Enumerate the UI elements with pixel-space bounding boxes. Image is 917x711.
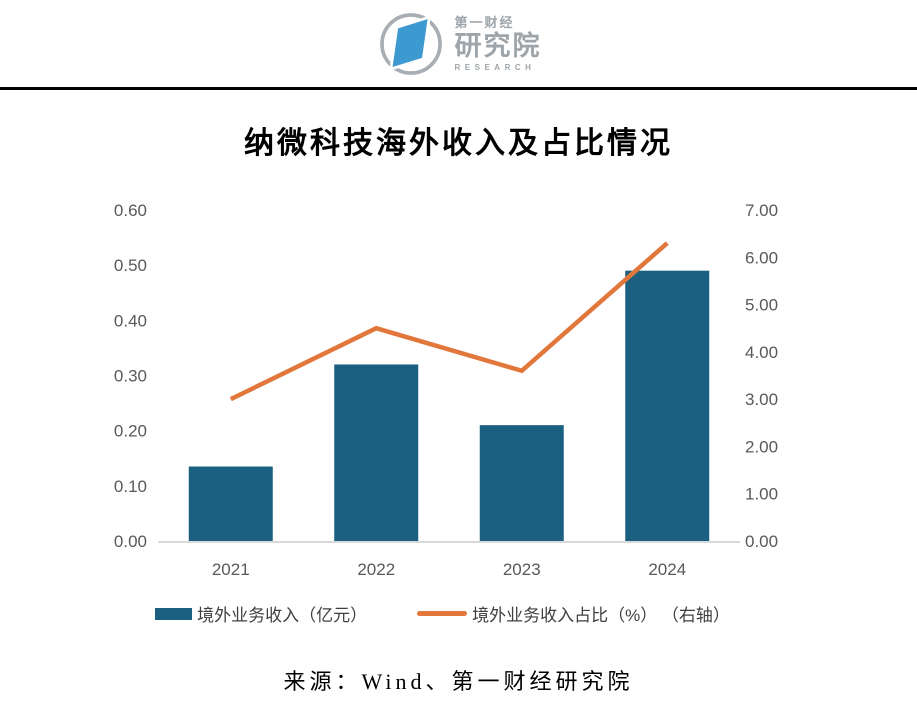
right-axis-tick: 3.00 — [745, 390, 778, 409]
x-axis-label: 2022 — [357, 560, 395, 579]
left-axis-tick: 0.10 — [114, 477, 147, 496]
logo-en: RESEARCH — [454, 62, 536, 72]
logo-cn-large: 研究院 — [454, 30, 542, 61]
logo-parallelogram-gap — [388, 15, 431, 71]
left-axis-tick: 0.30 — [114, 367, 147, 386]
right-axis-tick: 7.00 — [745, 201, 778, 220]
legend-item-line: 境外业务收入占比（%） （右轴） — [417, 601, 730, 626]
brand-logo: 第一财经 研究院 RESEARCH — [376, 9, 542, 79]
line-series — [229, 241, 669, 402]
right-axis-tick: 1.00 — [745, 485, 778, 504]
logo-ring-icon — [379, 13, 442, 75]
right-axis-tick: 5.00 — [745, 296, 778, 315]
legend-line-label: 境外业务收入占比（%） （右轴） — [472, 606, 730, 625]
right-axis-tick: 0.00 — [745, 532, 778, 551]
chart-title: 纳微科技海外收入及占比情况 — [244, 127, 673, 160]
left-axis-tick: 0.40 — [114, 311, 147, 330]
bar-swatch-icon — [155, 607, 193, 620]
x-axis-label: 2023 — [503, 560, 541, 579]
line-swatch-icon — [417, 611, 468, 616]
x-axis-label: 2021 — [212, 560, 250, 579]
bar-2023 — [479, 425, 564, 541]
x-axis-label: 2024 — [648, 560, 686, 579]
left-axis-tick: 0.00 — [114, 532, 147, 551]
legend-bar-label: 境外业务收入（亿元） — [197, 606, 368, 625]
chart-legend: 境外业务收入（亿元） 境外业务收入占比（%） （右轴） — [0, 601, 901, 626]
combo-chart: 0.00 0.10 0.20 0.30 0.40 0.50 0.60 0.00 1.00 2.00… — [114, 201, 778, 579]
right-axis-tick: 6.00 — [745, 248, 778, 267]
source-note: 来源：Wind、第一财经研究院 — [283, 669, 634, 694]
bar-2021 — [188, 466, 273, 541]
logo-cn-small: 第一财经 — [454, 15, 515, 31]
bar-2024 — [625, 270, 710, 541]
logo-parallelogram-icon — [392, 19, 428, 68]
legend-item-bar: 境外业务收入（亿元） — [155, 601, 367, 626]
left-axis-tick: 0.50 — [114, 256, 147, 275]
right-axis-tick: 2.00 — [745, 437, 778, 456]
left-axis-tick: 0.20 — [114, 422, 147, 441]
brand-logo-icon — [379, 13, 442, 75]
header-divider — [0, 87, 917, 90]
logo-text-block: 第一财经 研究院 RESEARCH — [454, 15, 542, 72]
right-axis-tick: 4.00 — [745, 343, 778, 362]
left-axis-tick: 0.60 — [114, 201, 147, 220]
bar-2022 — [334, 364, 419, 541]
